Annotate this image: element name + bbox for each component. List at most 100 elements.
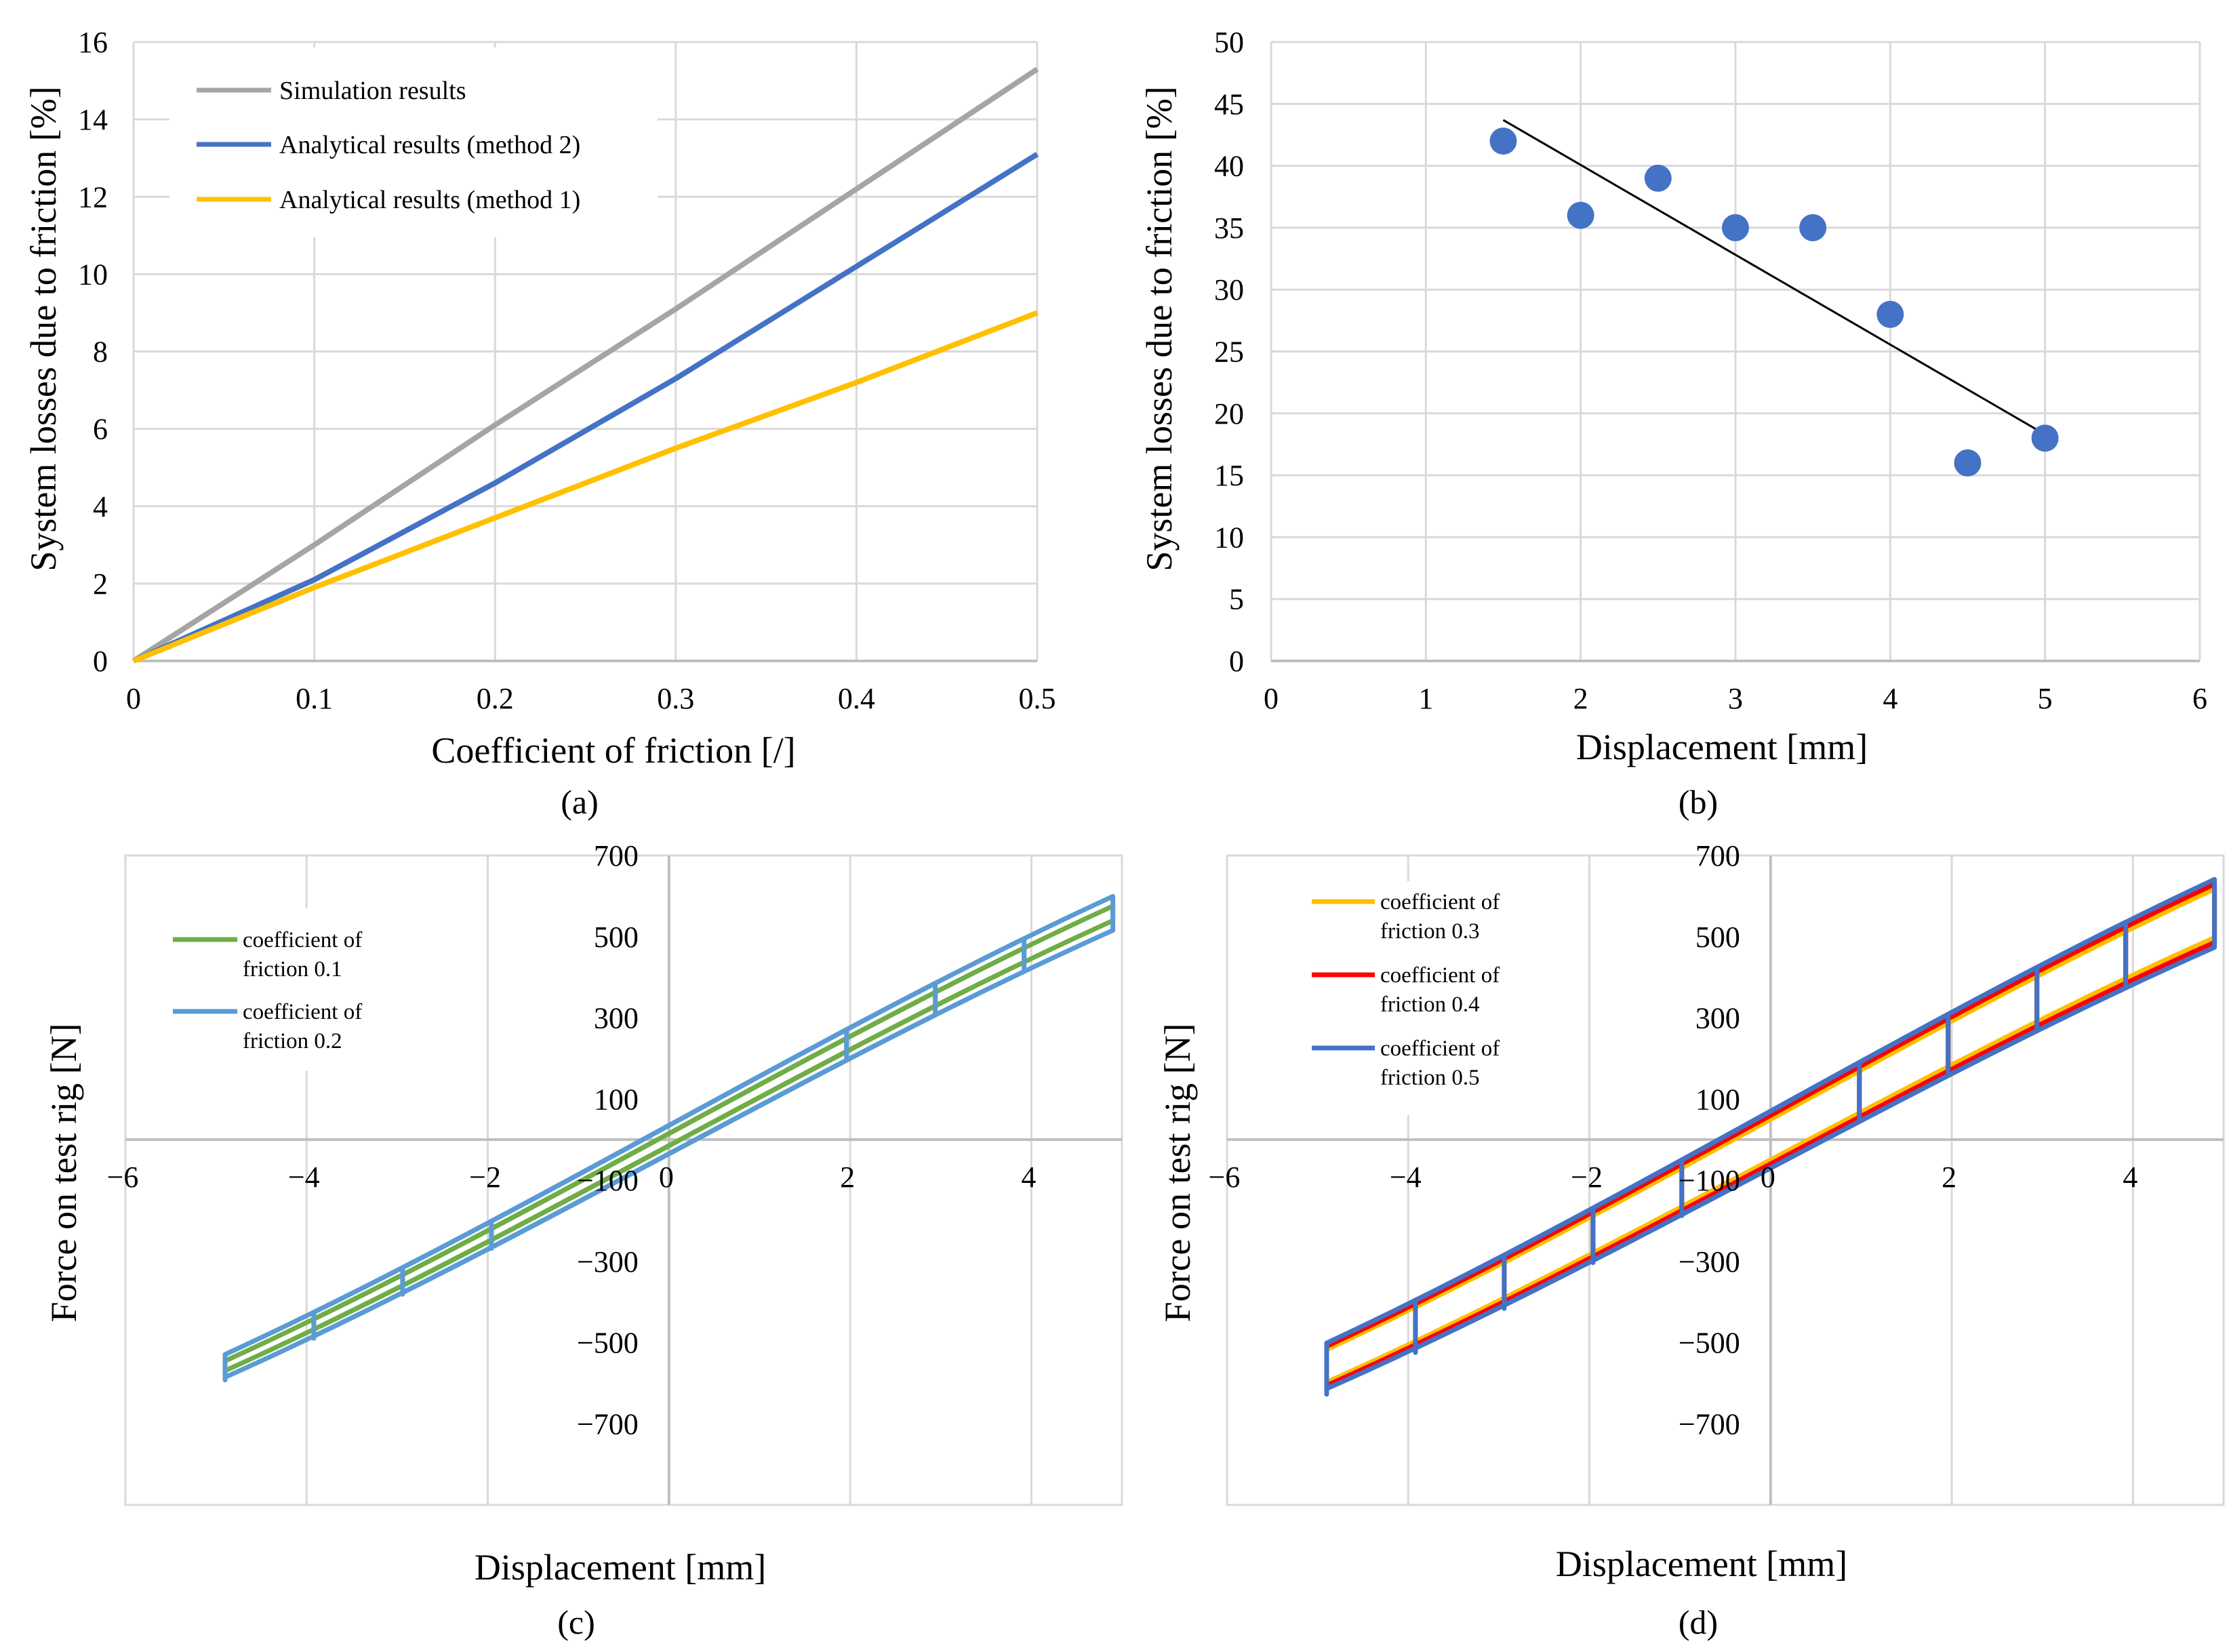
panel-c-y-tick: −700	[577, 1407, 639, 1441]
panel-c-x-tick: −6	[107, 1161, 139, 1194]
panel-b-x-tick: 2	[1573, 682, 1588, 715]
panel-a-y-tick: 10	[78, 258, 108, 291]
panel-a-y-tick: 12	[78, 180, 108, 214]
panel-c-plot-frame	[124, 854, 1123, 1506]
panel-d-y-tick: 300	[1695, 1002, 1740, 1035]
panel-d-x-tick-labels: −6 −4 −2 0 2 4	[1209, 1161, 2138, 1194]
panel-c-y-tick: 100	[594, 1083, 639, 1116]
panel-a-y-tick: 0	[93, 645, 108, 678]
panel-c-y-tick: −500	[577, 1327, 639, 1360]
panel-c-x-tick: −4	[288, 1161, 320, 1194]
panel-c-caption: (c)	[557, 1603, 595, 1641]
panel-b-y-tick: 30	[1214, 273, 1244, 306]
legend-label-friction-0-4-line2: friction 0.4	[1380, 992, 1480, 1017]
panel-a-series-lines	[132, 66, 1039, 664]
panel-d-y-tick: −100	[1679, 1164, 1740, 1197]
panel-d-caption: (d)	[1679, 1603, 1718, 1641]
panel-c-series-loops	[222, 893, 1116, 1383]
panel-d-x-tick: 4	[2123, 1161, 2137, 1194]
panel-c-gridlines	[125, 855, 1122, 1505]
panel-b-x-axis-label: Displacement [mm]	[1576, 727, 1868, 767]
panel-d-y-tick: −700	[1679, 1407, 1740, 1441]
panel-a-series-line	[132, 152, 1039, 664]
panel-a-x-tick: 0.4	[838, 682, 875, 715]
panel-c-y-tick: 500	[594, 921, 639, 954]
legend-label-method-2: Analytical results (method 2)	[279, 131, 580, 159]
panel-a-y-tick: 6	[93, 413, 108, 446]
panel-a-x-tick: 0.1	[296, 682, 333, 715]
panel-d-legend: coefficient of friction 0.3 coefficient …	[1298, 881, 1539, 1115]
legend-label-method-1: Analytical results (method 1)	[279, 186, 580, 214]
panel-b-y-tick: 10	[1214, 521, 1244, 554]
panel-a-caption: (a)	[561, 783, 599, 821]
panel-b-x-tick: 0	[1264, 682, 1279, 715]
panel-b-data-point	[1644, 164, 1672, 192]
panel-d-x-tick: 2	[1942, 1161, 1956, 1194]
panel-b-x-tick: 4	[1883, 682, 1897, 715]
panel-d-y-axis-label: Force on test rig [N]	[1157, 1024, 1198, 1323]
legend-label-friction-0-5-line1: coefficient of	[1380, 1036, 1500, 1061]
panel-b-data-point	[1489, 127, 1517, 155]
legend-label-friction-0-4-line1: coefficient of	[1380, 963, 1500, 988]
panel-a-line-chart: 0 2 4 6 8 10 12 14 16 0 0.1 0.2 0.3 0.4 0.5 Coefficie…	[23, 26, 1056, 821]
panel-c-x-tick: −2	[469, 1161, 501, 1194]
legend-label-friction-0-3-line2: friction 0.3	[1380, 919, 1480, 944]
panel-a-series-line	[132, 310, 1039, 664]
panel-a-series-line	[132, 66, 1039, 664]
panel-b-y-tick: 40	[1214, 150, 1244, 183]
panel-b-y-tick: 50	[1214, 26, 1244, 59]
panel-a-y-tick: 14	[78, 103, 108, 136]
panel-c-y-tick: −300	[577, 1245, 639, 1278]
panel-a-x-tick: 0.5	[1019, 682, 1056, 715]
panel-b-y-tick-labels: 0 5 10 15 20 25 30 35 40 45 50	[1214, 26, 1244, 678]
panel-a-y-tick: 4	[93, 490, 108, 523]
panel-b-y-tick: 45	[1214, 87, 1244, 121]
panel-b-x-tick: 6	[2192, 682, 2207, 715]
legend-label-friction-0-3-line1: coefficient of	[1380, 890, 1500, 914]
panel-a-y-tick: 8	[93, 336, 108, 369]
panel-c-series-loop	[489, 1027, 849, 1251]
panel-b-trendline	[1502, 119, 2046, 436]
legend-label-simulation: Simulation results	[279, 77, 466, 105]
panel-d-hysteresis-chart: 700 500 300 100 −100 −300 −500 −700 −6 −4 −2 0 2 4 D…	[1157, 839, 2225, 1641]
panel-c-y-tick-labels: 700 500 300 100 −100 −300 −500 −700	[577, 839, 639, 1441]
panel-d-y-tick: −500	[1679, 1327, 1740, 1360]
panel-c-legend: coefficient of friction 0.1 coefficient …	[159, 908, 403, 1071]
panel-c-x-tick: 0	[659, 1161, 674, 1194]
legend-label-friction-0-1-line2: friction 0.1	[243, 957, 342, 982]
panel-c-hysteresis-chart: 700 500 300 100 −100 −300 −500 −700 −6 −4 −2 0 2 4 D…	[43, 839, 1123, 1641]
panel-c-x-tick: 2	[840, 1161, 855, 1194]
legend-label-friction-0-1-line1: coefficient of	[243, 928, 362, 952]
panel-b-data-points	[1489, 127, 2059, 477]
panel-b-data-point	[2031, 424, 2059, 452]
panel-d-y-tick: 700	[1695, 839, 1740, 872]
legend-label-friction-0-5-line2: friction 0.5	[1380, 1066, 1480, 1090]
panel-d-x-tick: 0	[1761, 1161, 1775, 1194]
panel-d-x-tick: −2	[1571, 1161, 1603, 1194]
panel-c-x-axis-label: Displacement [mm]	[475, 1547, 766, 1588]
panel-b-data-point	[1799, 214, 1827, 241]
panel-a-y-tick-labels: 0 2 4 6 8 10 12 14 16	[78, 26, 108, 678]
panel-b-y-tick: 15	[1214, 459, 1244, 492]
panel-d-y-tick: −300	[1679, 1245, 1740, 1278]
legend-label-friction-0-2-line2: friction 0.2	[243, 1029, 342, 1053]
panel-d-y-tick: 500	[1695, 921, 1740, 954]
panel-b-x-tick: 1	[1418, 682, 1433, 715]
panel-a-y-tick: 2	[93, 567, 108, 601]
panel-a-x-tick: 0.3	[657, 682, 694, 715]
panel-b-y-tick: 0	[1229, 645, 1244, 678]
panel-a-x-tick-labels: 0 0.1 0.2 0.3 0.4 0.5	[126, 682, 1056, 715]
panel-b-x-tick: 3	[1728, 682, 1743, 715]
panel-d-series-loop	[1679, 1060, 1862, 1218]
panel-d-x-axis-label: Displacement [mm]	[1556, 1544, 1847, 1584]
panel-d-y-tick: 100	[1695, 1083, 1740, 1116]
panel-d-plot-frame	[1226, 854, 2225, 1506]
panel-b-y-tick: 25	[1214, 336, 1244, 369]
panel-b-data-point	[1876, 300, 1904, 328]
panel-b-x-tick-labels: 0 1 2 3 4 5 6	[1264, 682, 2207, 715]
panel-a-legend: Simulation results Analytical results (m…	[169, 47, 658, 237]
panel-b-y-tick: 5	[1229, 583, 1244, 616]
panel-b-data-point	[1567, 201, 1594, 229]
